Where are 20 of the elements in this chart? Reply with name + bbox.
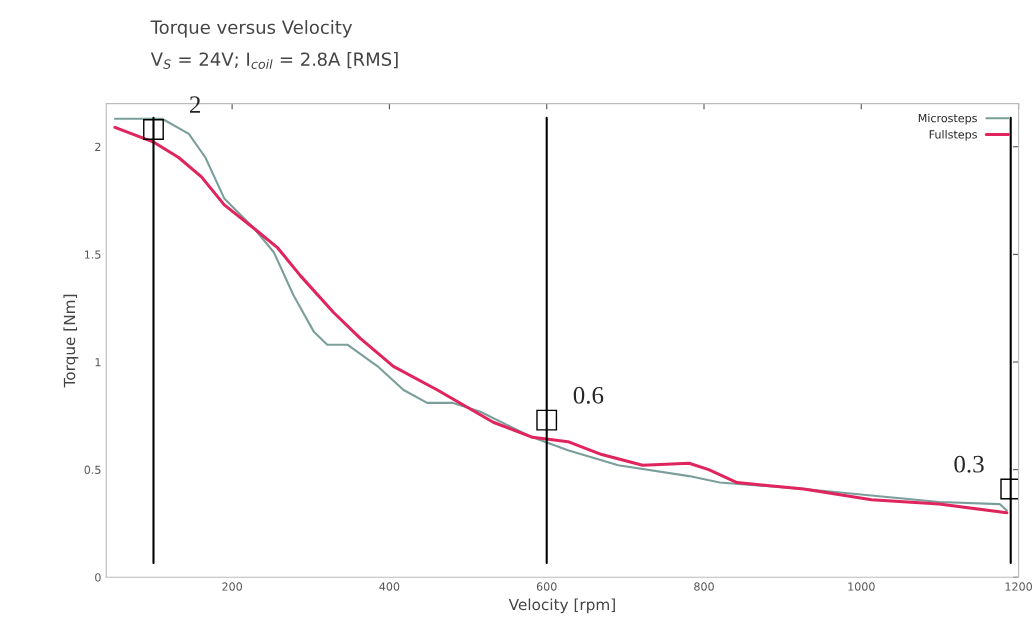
chart-title: Torque versus Velocity (150, 20, 353, 38)
y-tick-label: 1 (95, 358, 101, 367)
annotation: 0.3 (954, 455, 984, 473)
legend-label: Fullsteps (929, 129, 977, 141)
x-axis-title: Velocity [rpm] (508, 598, 615, 614)
chart-subtitle: V$_{S}$ = 24V; I$_{coil}$ = 2.8A [RMS] (150, 52, 398, 69)
x-tick-label: 600 (536, 582, 557, 591)
x-tick-label: 800 (694, 582, 714, 591)
annotation: 2 (190, 96, 201, 113)
x-tick-label: 1000 (848, 582, 875, 591)
y-axis-title: Torque [Nm] (63, 294, 79, 388)
annotation: 0.6 (573, 386, 604, 404)
x-tick-label: 400 (379, 582, 400, 591)
legend-label: Microsteps (918, 113, 977, 125)
y-tick-label: 1.5 (84, 250, 101, 259)
x-tick-label: 200 (222, 582, 242, 591)
y-tick-label: 0.5 (84, 465, 101, 475)
y-tick-label: 2 (95, 142, 101, 151)
y-tick-label: 0 (95, 573, 101, 582)
x-tick-label: 1200 (1005, 582, 1032, 591)
